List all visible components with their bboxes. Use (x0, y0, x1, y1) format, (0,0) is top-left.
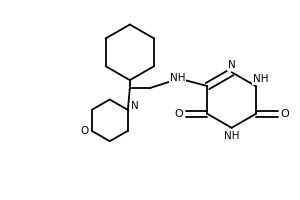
Text: N: N (228, 60, 236, 70)
Text: NH: NH (224, 131, 239, 141)
Text: N: N (131, 101, 139, 111)
Text: O: O (280, 109, 289, 119)
Text: O: O (81, 126, 89, 136)
Text: NH: NH (253, 74, 268, 84)
Text: O: O (174, 109, 183, 119)
Text: NH: NH (170, 73, 185, 83)
